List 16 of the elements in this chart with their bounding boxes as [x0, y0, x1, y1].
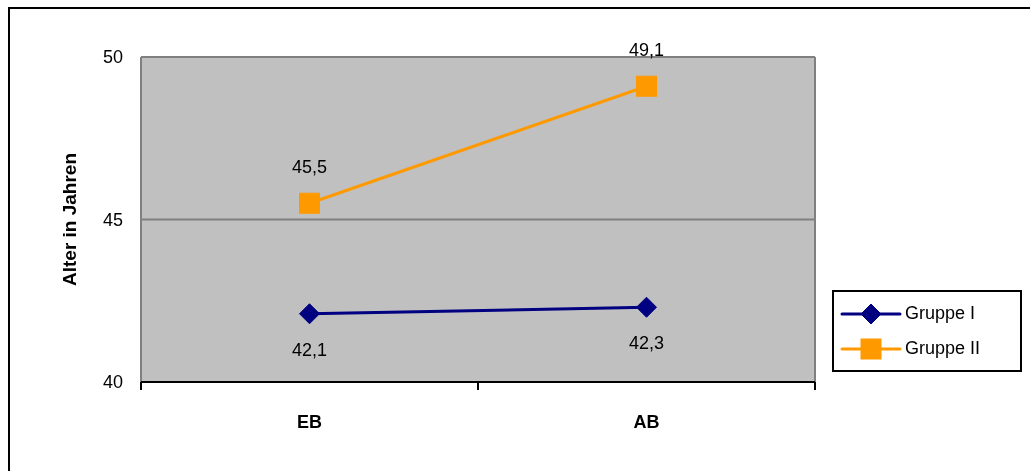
- data-label: 49,1: [628, 40, 665, 61]
- x-tick-label: EB: [296, 412, 323, 432]
- point: [299, 303, 320, 325]
- x-tick-label: AB: [633, 412, 660, 432]
- legend-label: Gruppe I: [905, 303, 976, 324]
- point: [636, 296, 657, 318]
- y-tick-label: 50: [102, 47, 123, 68]
- y-axis-title: Alter in Jahren: [58, 152, 80, 287]
- data-label: 45,5: [291, 157, 328, 178]
- y-tick-label: 45: [102, 209, 123, 230]
- data-label: 42,1: [291, 339, 328, 360]
- legend-label: Gruppe II: [905, 338, 981, 359]
- point: [299, 192, 320, 214]
- data-label: 42,3: [628, 333, 665, 354]
- y-tick-label: 40: [102, 372, 123, 393]
- point: [636, 75, 657, 97]
